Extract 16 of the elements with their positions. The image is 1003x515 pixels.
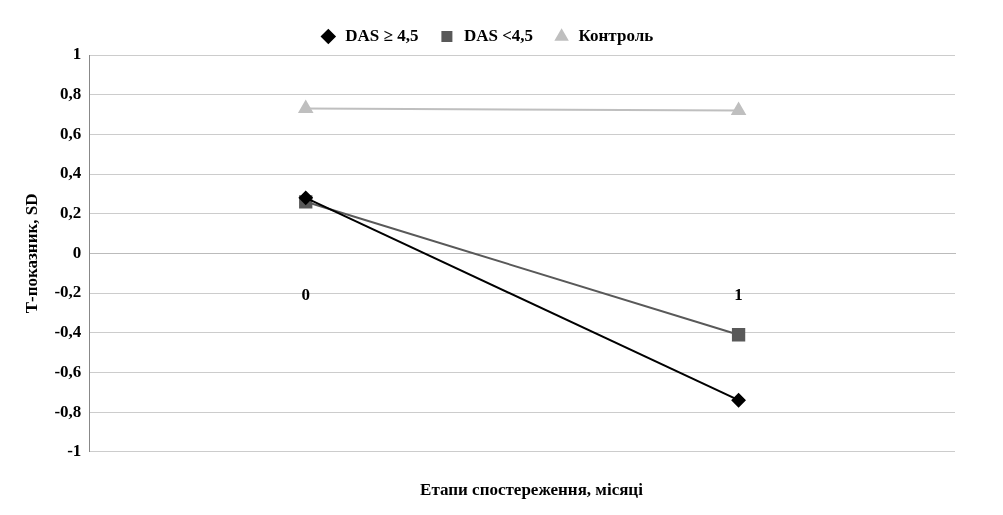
y-tick-label: 1 — [72, 44, 82, 64]
y-tick-label: 0,4 — [60, 163, 82, 183]
y-tick-label: -0,8 — [54, 401, 82, 421]
y-tick-label: -1 — [67, 441, 82, 461]
y-tick-label: -0,4 — [54, 322, 82, 342]
y-tick-label: 0,8 — [60, 84, 82, 104]
y-tick-label: 0,6 — [60, 123, 82, 143]
x-axis-title: Етапи спостереження, місяці — [419, 480, 644, 500]
y-tick-label: -0,2 — [54, 282, 82, 302]
legend-label: Контроль — [578, 25, 654, 45]
y-tick-label: 0,2 — [60, 203, 82, 223]
legend-label: DAS ≥ 4,5 — [345, 25, 419, 45]
y-tick-label: -0,6 — [54, 361, 82, 381]
legend-label: DAS <4,5 — [463, 25, 534, 45]
y-tick-label: 0 — [72, 242, 82, 262]
y-axis-title: Т-показник, SD — [21, 193, 41, 314]
